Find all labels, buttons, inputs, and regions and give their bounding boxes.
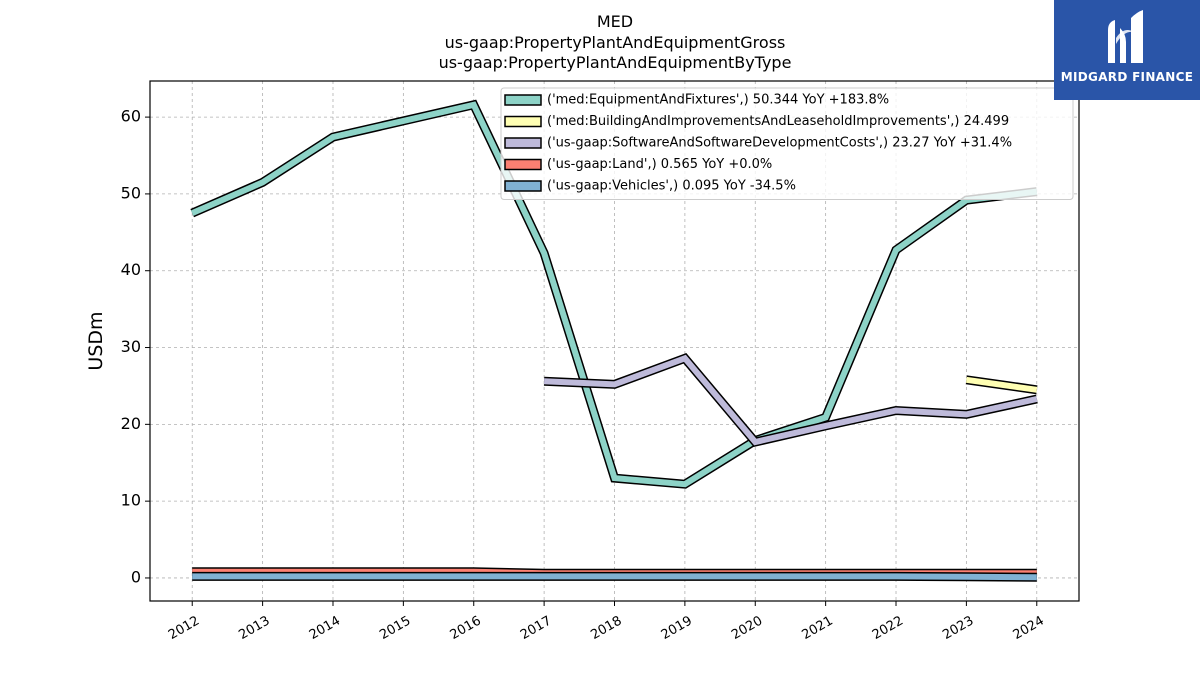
chart-title-line-2: us-gaap:PropertyPlantAndEquipmentGross (445, 33, 786, 52)
legend-entry: ('med:EquipmentAndFixtures',) 50.344 YoY… (547, 93, 889, 108)
legend-swatch (504, 137, 542, 149)
y-tick-label: 10 (121, 491, 141, 510)
chart-title-line-3: us-gaap:PropertyPlantAndEquipmentByType (439, 53, 792, 72)
logo-mark-icon (1108, 10, 1143, 63)
series-path (191, 101, 1038, 488)
chart-title-line-1: MED (597, 12, 633, 31)
x-tick-label: 2018 (588, 613, 624, 643)
x-tick-label: 2023 (940, 613, 976, 643)
y-tick-label: 30 (121, 337, 141, 356)
x-tick-label: 2022 (870, 613, 906, 643)
legend-entry: ('med:BuildingAndImprovementsAndLeasehol… (547, 114, 1009, 129)
x-tick-label: 2017 (518, 613, 554, 643)
legend: ('med:EquipmentAndFixtures',) 50.344 YoY… (500, 87, 1074, 200)
x-axis: 2012 2013 2014 2015 2016 2017 2018 2019 2020 2021… (166, 601, 1047, 643)
series-path (543, 354, 1038, 446)
series-path (965, 376, 1038, 393)
x-tick-label: 2013 (236, 613, 272, 643)
x-tick-label: 2021 (799, 613, 835, 643)
x-tick-label: 2012 (166, 613, 202, 643)
legend-swatch (504, 94, 542, 106)
series-line-4 (192, 571, 1037, 582)
chart-title: MED us-gaap:PropertyPlantAndEquipmentGro… (439, 12, 792, 72)
y-tick-label: 20 (121, 414, 141, 433)
x-tick-label: 2024 (1011, 613, 1047, 643)
legend-entry: ('us-gaap:SoftwareAndSoftwareDevelopment… (547, 136, 1012, 151)
legend-swatch (504, 158, 542, 171)
legend-entry: ('us-gaap:Vehicles',) 0.095 YoY -34.5% (547, 179, 796, 194)
y-tick-label: 50 (121, 183, 141, 202)
x-tick-label: 2015 (377, 613, 413, 643)
series-line-2 (543, 352, 1038, 448)
y-tick-label: 0 (131, 567, 141, 586)
logo-brand-text: MIDGARD FINANCE (1060, 70, 1194, 84)
legend-swatch (504, 180, 542, 192)
series-line-1 (965, 375, 1038, 395)
series-path (192, 573, 1037, 581)
x-tick-label: 2014 (307, 613, 343, 643)
x-tick-label: 2020 (729, 613, 765, 643)
midgard-finance-logo: MIDGARD FINANCE (1054, 0, 1200, 100)
y-tick-label: 40 (121, 260, 141, 279)
legend-swatch (504, 115, 542, 128)
legend-entry: ('us-gaap:Land',) 0.565 YoY +0.0% (547, 157, 772, 172)
x-tick-label: 2016 (448, 613, 484, 643)
series-line-0 (190, 99, 1038, 489)
y-axis: 0 10 20 30 40 50 60 (121, 107, 150, 586)
legend-box (500, 87, 1074, 200)
series-layer (190, 99, 1038, 582)
y-axis-label: USDm (85, 311, 107, 370)
x-tick-label: 2019 (659, 613, 695, 643)
series-outline (543, 352, 1038, 448)
y-tick-label: 60 (121, 107, 141, 126)
